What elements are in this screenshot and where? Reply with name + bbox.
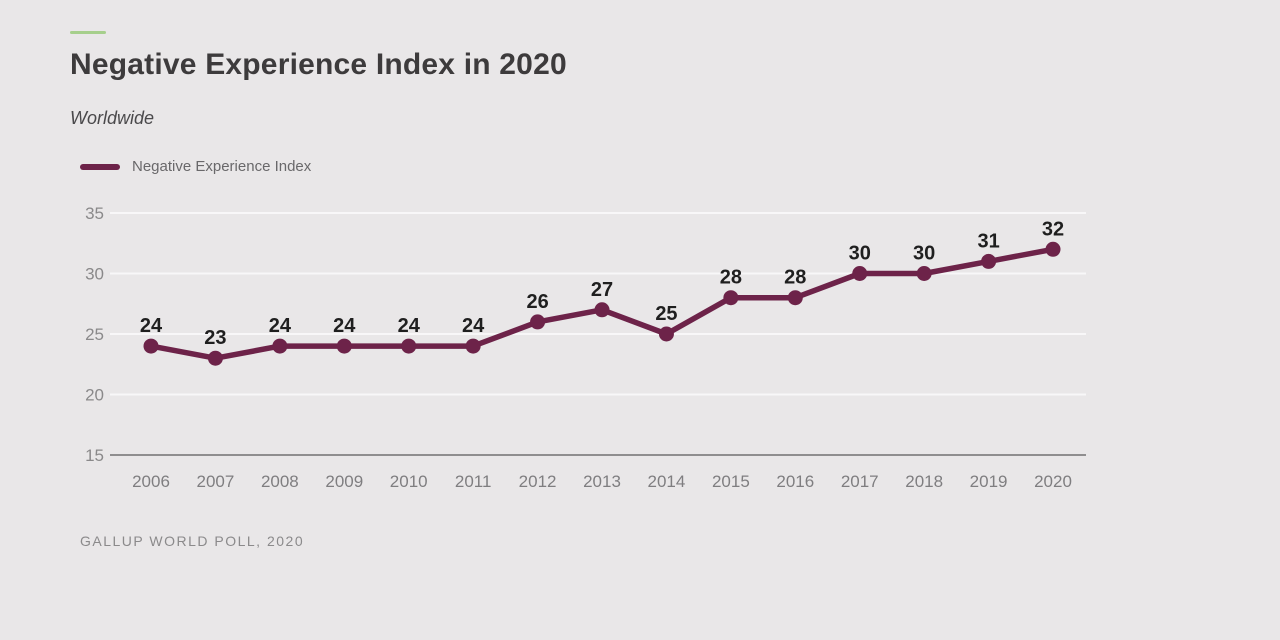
y-tick-label: 25 (85, 325, 104, 344)
chart-subtitle: Worldwide (70, 108, 155, 128)
x-tick-label: 2013 (583, 472, 621, 491)
accent-dash (70, 31, 106, 34)
legend: Negative Experience Index (80, 158, 311, 175)
data-point (207, 350, 223, 366)
data-point (852, 266, 868, 281)
y-tick-label: 30 (85, 265, 104, 284)
data-point (465, 338, 481, 354)
x-tick-label: 2006 (132, 472, 170, 491)
data-label: 31 (977, 230, 999, 252)
data-point (594, 302, 610, 318)
data-label: 26 (526, 291, 548, 313)
legend-label: Negative Experience Index (132, 158, 312, 175)
data-label: 24 (398, 315, 421, 337)
data-point (1045, 241, 1061, 257)
data-label: 24 (269, 315, 292, 337)
x-tick-label: 2015 (712, 472, 750, 491)
page-title: Negative Experience Index in 2020 (70, 48, 567, 81)
x-tick-label: 2012 (519, 472, 557, 491)
x-tick-label: 2017 (841, 472, 879, 491)
x-tick-label: 2007 (197, 472, 235, 491)
x-tick-label: 2020 (1034, 472, 1072, 491)
data-label: 28 (784, 267, 806, 289)
data-label: 30 (849, 243, 871, 265)
data-label: 32 (1042, 218, 1064, 240)
x-tick-label: 2018 (905, 472, 943, 491)
y-tick-label: 20 (85, 386, 104, 405)
x-tick-label: 2011 (455, 472, 492, 491)
data-point (723, 290, 739, 306)
data-label: 24 (462, 315, 485, 337)
x-tick-label: 2010 (390, 472, 428, 491)
data-label: 25 (655, 303, 677, 325)
x-tick-label: 2019 (970, 472, 1008, 491)
x-tick-label: 2016 (776, 472, 814, 491)
data-point (530, 314, 546, 330)
x-tick-label: 2008 (261, 472, 299, 491)
data-label: 24 (333, 315, 356, 337)
data-point (981, 253, 997, 269)
legend-line-swatch (80, 163, 120, 170)
source-attribution: GALLUP WORLD POLL, 2020 (80, 533, 305, 549)
data-point (336, 338, 352, 354)
y-tick-label: 15 (85, 446, 104, 465)
data-point (401, 338, 417, 354)
data-point (272, 338, 288, 354)
y-tick-label: 35 (85, 204, 104, 223)
data-label: 28 (720, 267, 742, 289)
x-tick-label: 2014 (648, 472, 686, 491)
data-label: 23 (204, 327, 226, 349)
data-point (658, 326, 674, 342)
data-point (143, 338, 159, 354)
data-point (787, 290, 803, 306)
data-label: 27 (591, 279, 613, 301)
data-label: 30 (913, 243, 935, 265)
data-point (916, 266, 932, 281)
data-label: 24 (140, 315, 163, 337)
x-tick-label: 2009 (325, 472, 363, 491)
